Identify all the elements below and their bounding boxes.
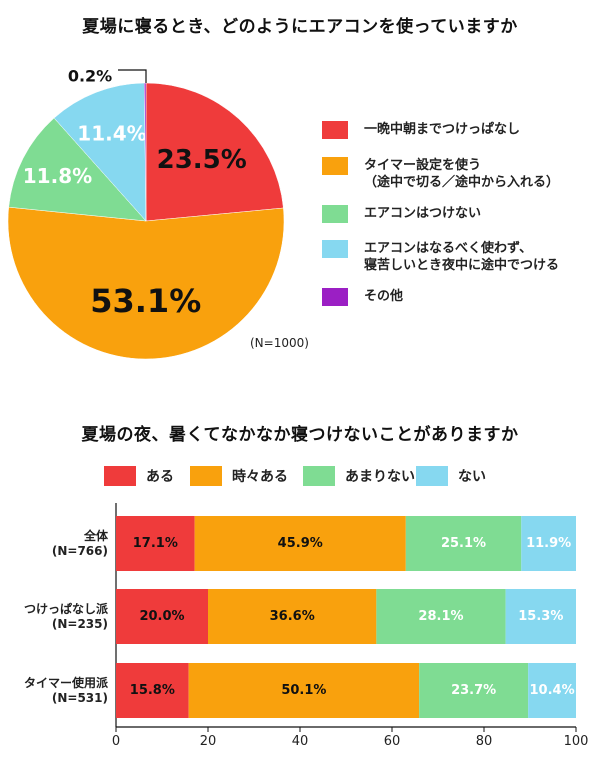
bar-segment	[505, 589, 576, 644]
legend-label: ない	[458, 469, 486, 485]
pie-slice-label: 0.2%	[68, 67, 112, 86]
legend-label: タイマー設定を使う （途中で切る／途中から入れる）	[364, 158, 560, 190]
pie-slice-label: 11.4%	[77, 122, 146, 146]
bar-category-label: 全体 (N=766)	[51, 528, 108, 558]
legend-label: あまりない	[345, 469, 415, 485]
legend-swatch	[104, 466, 136, 486]
bar-segment	[419, 663, 529, 718]
bar-chart-title: 夏場の夜、暑くてなかなか寝つけないことがありますか	[81, 425, 519, 445]
legend-label: ある	[146, 469, 174, 485]
bar-segment	[116, 589, 208, 644]
legend-item: 一晩中朝までつけっぱなし	[322, 121, 520, 139]
legend-swatch	[322, 157, 348, 175]
pie-slice-label: 23.5%	[157, 145, 247, 175]
legend-label: 時々ある	[232, 469, 288, 485]
bar-segment	[208, 589, 377, 644]
bar-category-label: つけっぱなし派 (N=235)	[23, 601, 108, 631]
legend-swatch	[322, 288, 348, 306]
x-tick-label: 20	[200, 734, 217, 749]
bar-value-label: 25.1%	[441, 536, 486, 551]
bar-value-label: 15.8%	[130, 683, 175, 698]
legend-swatch	[416, 466, 448, 486]
sample-size-note: (N=1000)	[250, 336, 309, 350]
bar-value-label: 17.1%	[133, 536, 178, 551]
bar-segment	[405, 516, 522, 571]
legend-swatch	[322, 240, 348, 258]
bar-value-label: 36.6%	[270, 609, 315, 624]
pie-chart: 23.5% 53.1% 11.8% 11.4% 0.2%	[7, 67, 285, 360]
legend-item: ある	[104, 466, 174, 486]
bar-value-label: 15.3%	[518, 609, 563, 624]
legend-label: エアコンはなるべく使わず、 寝苦しいとき夜中に途中でつける	[364, 241, 560, 273]
x-tick-label: 80	[476, 734, 493, 749]
bar-value-label: 23.7%	[451, 683, 496, 698]
legend-swatch	[190, 466, 222, 486]
legend-item: あまりない	[303, 466, 415, 486]
bar-value-label: 11.9%	[526, 536, 571, 551]
bar-segment	[188, 663, 420, 718]
bar-segment	[376, 589, 506, 644]
x-tick-label: 60	[384, 734, 401, 749]
legend-label: その他	[364, 289, 404, 304]
bar-segment	[116, 516, 195, 571]
legend-item: エアコンはつけない	[322, 205, 481, 223]
legend-item: その他	[322, 288, 403, 306]
bar-segment	[116, 663, 189, 718]
bar-segment	[194, 516, 406, 571]
bar-value-label: 50.1%	[281, 683, 326, 698]
pie-slice	[53, 82, 147, 222]
leader-line	[118, 69, 147, 83]
bar-category-label: タイマー使用派 (N=531)	[23, 675, 108, 705]
legend-swatch	[322, 205, 348, 223]
bar-value-label: 20.0%	[139, 609, 184, 624]
legend-item: 時々ある	[190, 466, 288, 486]
legend-swatch	[322, 121, 348, 139]
legend-item: エアコンはなるべく使わず、 寝苦しいとき夜中に途中でつける	[322, 240, 559, 274]
bar-segment	[521, 516, 576, 571]
legend-item: タイマー設定を使う （途中で切る／途中から入れる）	[322, 157, 559, 191]
legend-item: ない	[416, 466, 486, 486]
bar-value-label: 28.1%	[418, 609, 463, 624]
pie-chart-title: 夏場に寝るとき、どのようにエアコンを使っていますか	[82, 17, 518, 37]
legend-label: エアコンはつけない	[364, 206, 482, 221]
pie-slice-label: 53.1%	[90, 282, 201, 320]
x-tick-label: 100	[564, 734, 589, 749]
pie-slice	[7, 206, 285, 360]
pie-slice	[145, 82, 284, 222]
bar-value-label: 10.4%	[530, 683, 575, 698]
pie-slice	[8, 117, 147, 222]
x-tick-label: 40	[292, 734, 309, 749]
x-tick-label: 0	[112, 734, 120, 749]
legend-label: 一晩中朝までつけっぱなし	[364, 122, 521, 137]
legend-swatch	[303, 466, 335, 486]
bar-segment	[528, 663, 576, 718]
pie-slice-label: 11.8%	[23, 164, 92, 188]
bar-value-label: 45.9%	[278, 536, 323, 551]
